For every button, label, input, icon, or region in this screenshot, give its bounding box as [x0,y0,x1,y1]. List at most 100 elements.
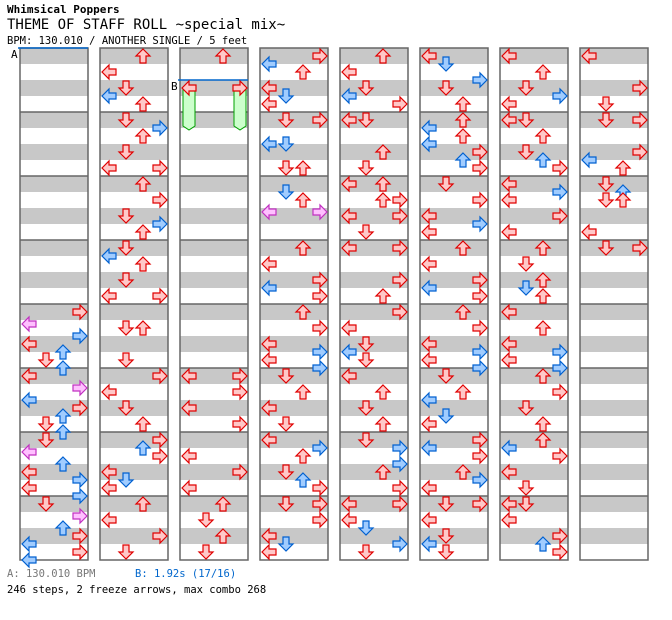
step-arrow-right [312,111,328,129]
beat-stripe [500,528,568,544]
beat-stripe [420,496,488,512]
step-arrow-left [101,463,117,481]
step-arrow-left [21,315,37,333]
step-arrow-up [374,48,392,64]
step-arrow-down [117,544,135,560]
step-arrow-right [552,543,568,561]
step-arrow-right [632,111,648,129]
beat-stripe [420,512,488,528]
step-arrow-left [261,135,277,153]
beat-stripe [500,512,568,528]
step-arrow-down [197,544,215,560]
beat-stripe [20,64,88,80]
beat-stripe [180,112,248,128]
beat-stripe [580,496,648,512]
step-arrow-down [277,112,295,128]
beat-stripe [180,352,248,368]
step-arrow-up [454,384,472,400]
beat-stripe [260,144,328,160]
step-arrow-left [101,63,117,81]
beat-stripe [340,320,408,336]
step-arrow-left [501,47,517,65]
beat-stripe [340,48,408,64]
beat-stripe [100,352,168,368]
beat-stripe [580,144,648,160]
step-arrow-up [134,224,152,240]
beat-stripe [580,304,648,320]
beat-stripe [500,432,568,448]
step-arrow-down [517,280,535,296]
beat-stripe [20,272,88,288]
beat-stripe [260,320,328,336]
step-arrow-right [632,239,648,257]
chart-column [99,47,169,561]
beat-stripe [20,160,88,176]
step-arrow-up [374,192,392,208]
beat-stripe [20,176,88,192]
step-arrow-down [117,112,135,128]
beat-stripe [20,512,88,528]
step-arrow-right [472,159,488,177]
beat-stripe [20,528,88,544]
step-arrow-right [472,71,488,89]
step-arrow-left [101,87,117,105]
beat-stripe [260,336,328,352]
beat-stripe [420,240,488,256]
beat-stripe [580,528,648,544]
beat-stripe [500,128,568,144]
step-arrow-up [134,48,152,64]
beat-stripe [180,80,248,96]
step-arrow-left [421,279,437,297]
beat-stripe [580,336,648,352]
beat-stripe [580,48,648,64]
step-arrow-left [21,479,37,497]
chart-column [339,47,409,561]
beat-stripe [340,160,408,176]
step-arrow-left [181,367,197,385]
step-arrow-down [277,496,295,512]
step-arrow-right [632,143,648,161]
beat-stripe [340,192,408,208]
beat-stripe [500,352,568,368]
step-arrow-right [392,455,408,473]
step-arrow-left [261,431,277,449]
step-arrow-right [392,95,408,113]
step-arrow-down [437,368,455,384]
beat-stripe [100,368,168,384]
step-arrow-right [72,527,88,545]
step-arrow-down [277,136,295,152]
beat-stripe [580,544,648,560]
beat-stripe [420,432,488,448]
beat-stripe [180,480,248,496]
beat-stripe [420,208,488,224]
beat-stripe [20,304,88,320]
step-arrow-right [232,463,248,481]
step-arrow-left [341,319,357,337]
beat-stripe [580,224,648,240]
step-arrow-right [552,183,568,201]
step-arrow-left [261,335,277,353]
beat-stripe [20,208,88,224]
step-arrow-up [534,64,552,80]
beat-stripe [180,432,248,448]
beat-stripe [260,160,328,176]
beat-stripe [500,224,568,240]
step-arrow-left [501,191,517,209]
beat-stripe [340,288,408,304]
beat-stripe [180,256,248,272]
beat-stripe [420,384,488,400]
beat-stripe [580,464,648,480]
step-arrow-up [374,288,392,304]
beat-stripe [100,144,168,160]
step-arrow-down [437,176,455,192]
step-arrow-left [501,303,517,321]
beat-stripe [420,192,488,208]
beat-stripe [20,464,88,480]
step-arrow-right [472,359,488,377]
step-arrow-down [117,240,135,256]
step-arrow-down [517,144,535,160]
step-arrow-left [501,111,517,129]
beat-stripe [260,432,328,448]
beat-stripe [100,112,168,128]
step-arrow-up [534,128,552,144]
